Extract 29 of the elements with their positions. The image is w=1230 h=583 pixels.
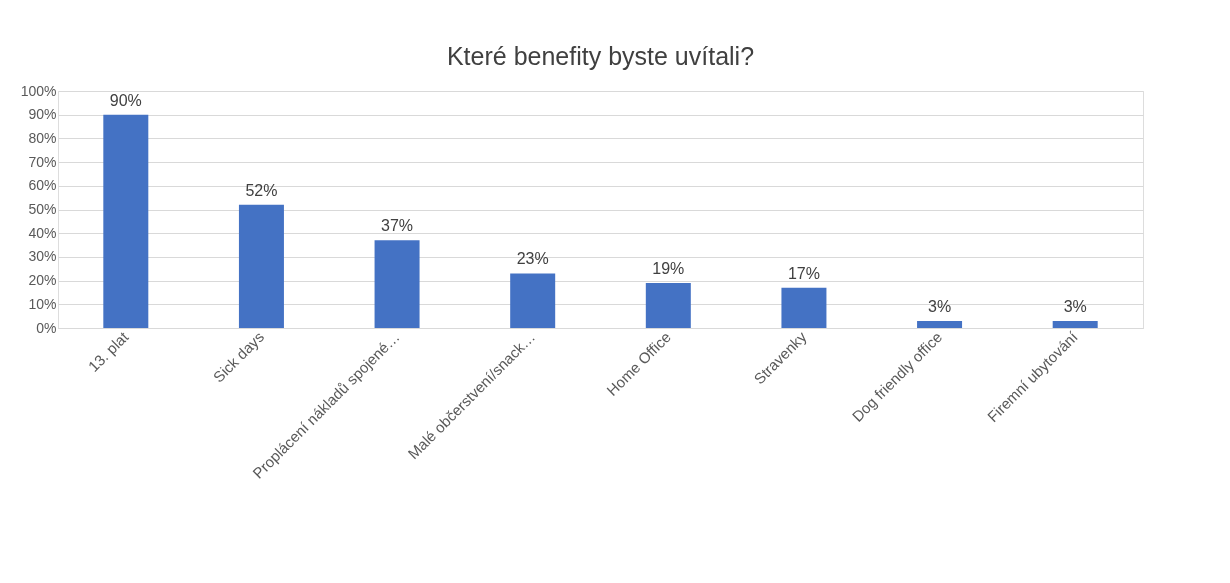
data-label: 90% bbox=[109, 91, 142, 109]
data-label: 52% bbox=[245, 181, 278, 199]
data-label: 3% bbox=[928, 297, 952, 315]
bar bbox=[103, 114, 149, 328]
y-tick-label: 20% bbox=[28, 272, 57, 289]
y-tick-label: 0% bbox=[36, 319, 57, 336]
data-label: 19% bbox=[652, 259, 685, 277]
y-tick-label: 40% bbox=[28, 224, 57, 241]
y-tick-label: 30% bbox=[28, 248, 57, 265]
bar bbox=[1052, 320, 1098, 328]
bar bbox=[645, 282, 691, 328]
data-label: 17% bbox=[787, 264, 820, 282]
bar bbox=[510, 273, 556, 328]
data-label: 23% bbox=[516, 250, 549, 268]
data-label: 3% bbox=[1063, 297, 1087, 315]
bar bbox=[374, 240, 420, 328]
data-label: 37% bbox=[381, 217, 414, 235]
y-tick-label: 50% bbox=[28, 201, 57, 217]
bar bbox=[781, 287, 827, 328]
y-tick-label: 90% bbox=[28, 106, 57, 123]
bar bbox=[238, 204, 284, 328]
y-tick-label: 60% bbox=[28, 177, 57, 194]
bar bbox=[917, 320, 963, 328]
y-tick-label: 80% bbox=[28, 129, 57, 146]
y-tick-label: 10% bbox=[28, 295, 57, 312]
y-tick-label: 70% bbox=[28, 153, 57, 170]
x-tick-label: 13. plat bbox=[84, 327, 133, 375]
chart-title: Které benefity byste uvítali? bbox=[446, 42, 755, 70]
y-tick-label: 100% bbox=[20, 82, 57, 99]
